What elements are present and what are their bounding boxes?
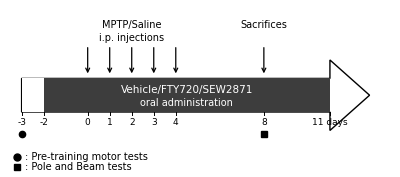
Polygon shape [44,78,330,112]
Text: 11 days: 11 days [312,118,348,127]
Text: Sacrifices: Sacrifices [240,20,287,30]
Text: Vehicle/FTY720/SEW2871: Vehicle/FTY720/SEW2871 [120,85,253,95]
Text: oral administration: oral administration [140,98,233,108]
Text: 1: 1 [107,118,112,127]
Text: -2: -2 [39,118,48,127]
Text: i.p. injections: i.p. injections [99,33,164,43]
Text: : Pole and Beam tests: : Pole and Beam tests [25,162,132,172]
Text: 4: 4 [173,118,178,127]
Text: 2: 2 [129,118,134,127]
Text: -3: -3 [17,118,26,127]
Text: 8: 8 [261,118,267,127]
Text: : Pre-training motor tests: : Pre-training motor tests [25,152,148,162]
Text: 0: 0 [85,118,90,127]
Polygon shape [22,60,370,130]
Text: MPTP/Saline: MPTP/Saline [102,20,162,30]
Text: 3: 3 [151,118,157,127]
Polygon shape [22,78,44,112]
